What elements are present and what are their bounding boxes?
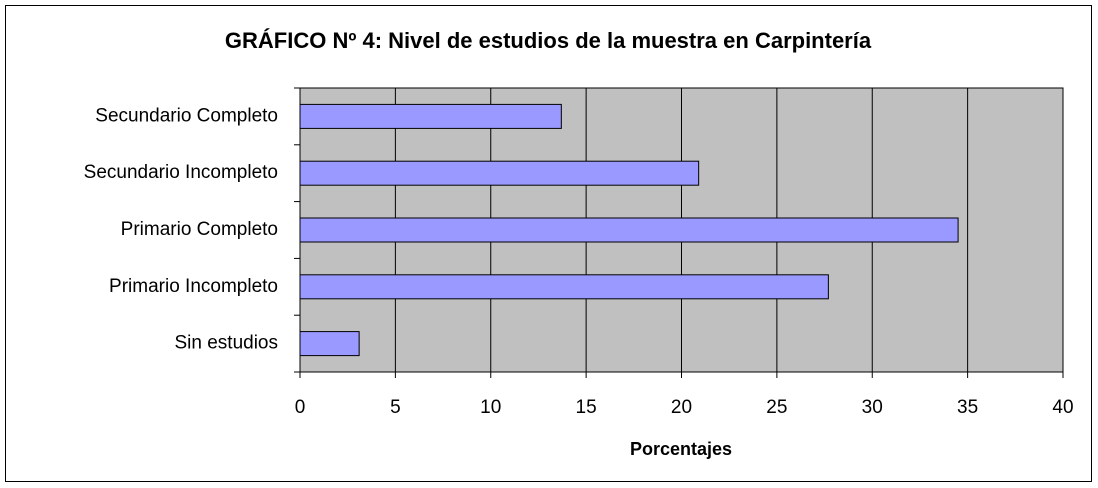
x-tick-label: 35 — [957, 397, 978, 418]
bar — [299, 217, 959, 243]
bar — [299, 160, 700, 186]
y-tick-label: Secundario Incompleto — [84, 162, 278, 183]
x-tick-label: 40 — [1052, 397, 1073, 418]
x-tick-label: 10 — [480, 397, 501, 418]
bar — [299, 103, 562, 129]
x-tick-label: 0 — [295, 397, 306, 418]
x-axis-label: Porcentajes — [630, 439, 732, 459]
y-tick-label: Sin estudios — [174, 333, 278, 354]
bar — [299, 331, 360, 357]
y-tick-label: Primario Completo — [121, 219, 278, 240]
x-tick-label: 5 — [390, 397, 401, 418]
chart-title: GRÁFICO Nº 4: Nivel de estudios de la mu… — [225, 28, 872, 53]
x-tick-label: 30 — [862, 397, 883, 418]
x-tick-label: 25 — [766, 397, 787, 418]
y-tick-label: Primario Incompleto — [109, 276, 278, 297]
bar — [299, 274, 829, 300]
y-tick-label: Secundario Completo — [95, 105, 278, 126]
x-tick-label: 20 — [671, 397, 692, 418]
x-tick-label: 15 — [576, 397, 597, 418]
